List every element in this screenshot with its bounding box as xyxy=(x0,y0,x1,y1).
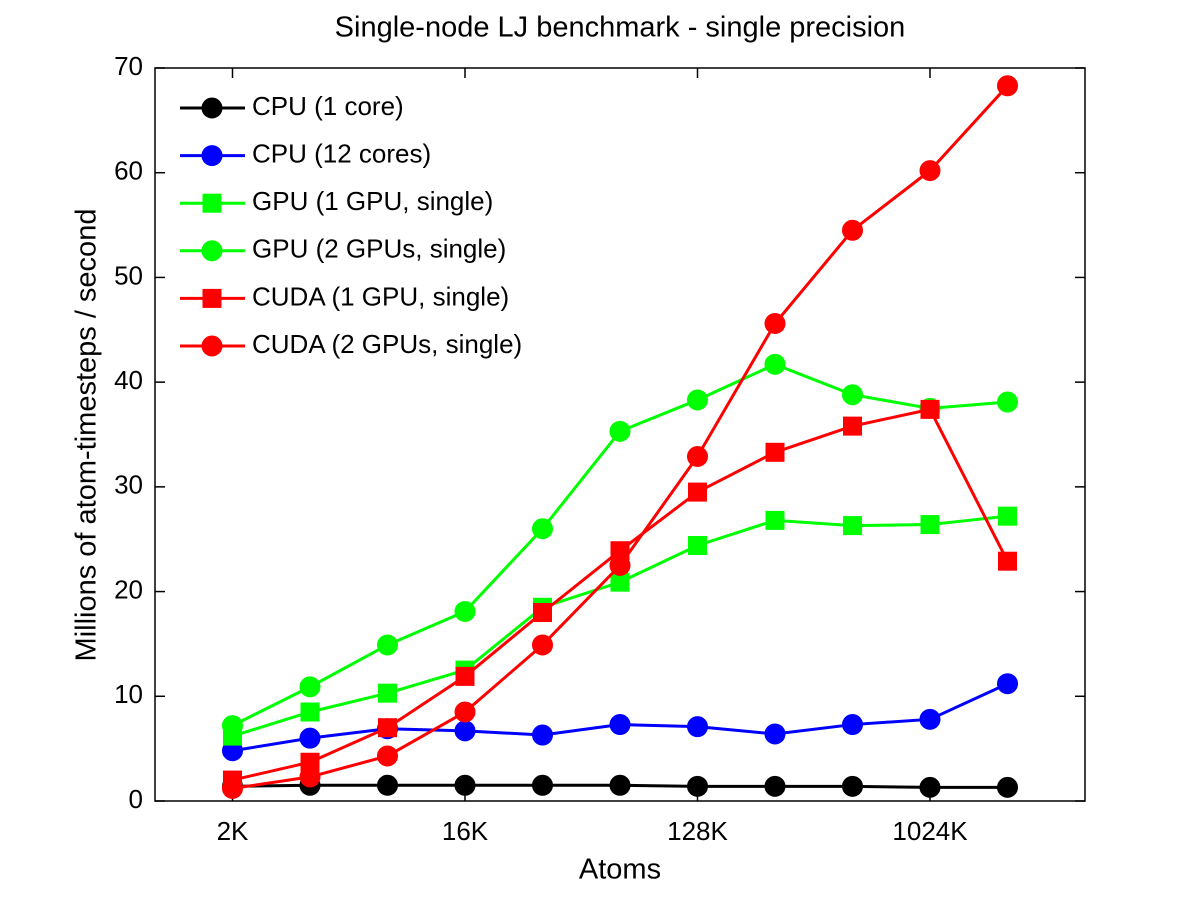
y-tick-label: 0 xyxy=(129,784,143,814)
data-point xyxy=(843,516,862,536)
data-point xyxy=(222,715,243,737)
data-point xyxy=(688,482,707,502)
data-point xyxy=(997,75,1018,97)
data-point xyxy=(609,420,631,442)
data-point xyxy=(455,666,475,686)
legend-label: CUDA (1 GPU, single) xyxy=(252,281,509,311)
data-point xyxy=(687,445,708,467)
x-tick-label: 1024K xyxy=(892,816,968,846)
data-point xyxy=(765,442,785,462)
legend-marker xyxy=(201,240,223,262)
legend-marker xyxy=(201,145,223,167)
y-tick-label: 50 xyxy=(114,260,143,290)
legend-marker xyxy=(201,335,223,357)
legend-label: GPU (1 GPU, single) xyxy=(252,186,493,216)
x-tick-label: 128K xyxy=(667,816,728,846)
data-point xyxy=(920,515,940,535)
data-point xyxy=(764,775,786,797)
data-point xyxy=(533,603,552,623)
data-point xyxy=(222,777,243,799)
data-point xyxy=(997,673,1018,695)
legend-label: CPU (12 cores) xyxy=(252,138,431,168)
data-point xyxy=(919,708,941,730)
y-tick-label: 70 xyxy=(114,51,143,81)
data-point xyxy=(688,535,707,555)
data-point xyxy=(299,727,321,749)
data-point xyxy=(842,219,863,241)
data-point xyxy=(920,399,940,419)
data-point xyxy=(532,518,553,540)
data-point xyxy=(609,774,631,796)
legend-label: CPU (1 core) xyxy=(252,91,404,121)
x-tick-label: 16K xyxy=(442,816,489,846)
data-point xyxy=(997,391,1018,413)
data-point xyxy=(765,510,785,530)
legend-label: GPU (2 GPUs, single) xyxy=(252,234,506,264)
legend-marker xyxy=(202,193,222,213)
data-point xyxy=(842,714,863,736)
y-tick-label: 30 xyxy=(114,470,143,500)
data-point xyxy=(454,774,476,796)
data-point xyxy=(687,389,708,411)
data-point xyxy=(378,718,397,738)
legend-label: CUDA (2 GPUs, single) xyxy=(252,329,522,359)
data-point xyxy=(532,724,553,746)
y-tick-label: 60 xyxy=(114,156,143,186)
x-axis-label: Atoms xyxy=(579,854,661,886)
data-point xyxy=(919,776,941,798)
chart-title: Single-node LJ benchmark - single precis… xyxy=(335,12,906,44)
x-tick-label: 2K xyxy=(217,816,249,846)
data-point xyxy=(609,554,631,576)
data-point xyxy=(687,716,708,738)
data-point xyxy=(378,683,397,703)
data-point xyxy=(764,313,786,335)
data-point xyxy=(377,634,398,656)
legend-marker xyxy=(202,288,222,308)
data-point xyxy=(532,634,553,656)
data-point xyxy=(454,701,476,723)
legend-marker xyxy=(201,97,223,119)
data-point xyxy=(998,506,1017,526)
y-tick-label: 40 xyxy=(114,365,143,395)
y-tick-label: 10 xyxy=(114,679,143,709)
y-axis-label: Millions of atom-timesteps / second xyxy=(71,209,103,662)
data-point xyxy=(377,774,398,796)
data-point xyxy=(299,676,321,698)
data-point xyxy=(843,416,862,436)
data-point xyxy=(842,384,863,406)
data-point xyxy=(919,160,941,182)
y-tick-label: 20 xyxy=(114,574,143,604)
data-point xyxy=(532,774,553,796)
data-point xyxy=(998,551,1017,571)
data-point xyxy=(842,775,863,797)
data-point xyxy=(764,723,786,745)
data-point xyxy=(454,720,476,742)
data-point xyxy=(609,714,631,736)
data-point xyxy=(300,702,320,722)
data-point xyxy=(764,353,786,375)
data-point xyxy=(454,600,476,622)
data-point xyxy=(377,745,398,767)
data-point xyxy=(299,766,321,788)
data-point xyxy=(687,775,708,797)
data-point xyxy=(997,776,1018,798)
